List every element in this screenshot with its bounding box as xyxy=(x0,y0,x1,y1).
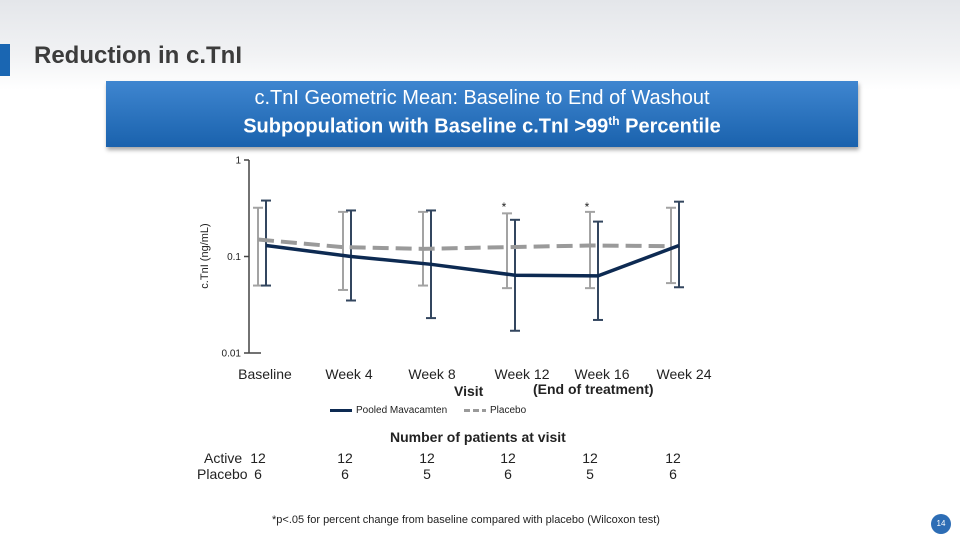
patients-active-label: Active xyxy=(204,450,243,466)
patients-active-count-3: 12 xyxy=(500,450,516,466)
x-category-label-2: Week 8 xyxy=(408,366,455,382)
patients-placebo-label: Placebo xyxy=(197,466,248,482)
patients-active-count-4: 12 xyxy=(582,450,598,466)
patients-placebo-count-1: 6 xyxy=(341,466,349,482)
patients-active-count-2: 12 xyxy=(419,450,435,466)
x-category-label-5: Week 24 xyxy=(657,366,712,382)
legend-label-mavacamten: Pooled Mavacamten xyxy=(356,405,448,416)
legend-item-mavacamten: Pooled Mavacamten xyxy=(330,405,447,416)
patients-active-count-1: 12 xyxy=(337,450,353,466)
x-category-label-0: Baseline xyxy=(238,366,292,382)
y-tick-label-0: 1 xyxy=(235,156,241,167)
legend-swatch-dashed xyxy=(464,409,486,412)
title-accent-bar xyxy=(0,44,10,76)
patients-active-count-0: 12 xyxy=(250,450,266,466)
patients-placebo-count-4: 5 xyxy=(586,466,594,482)
banner-subtitle-end: Percentile xyxy=(619,115,721,138)
patients-table-title: Number of patients at visit xyxy=(390,429,566,445)
legend-item-placebo: Placebo xyxy=(464,405,526,416)
y-tick-label-2: 0.01 xyxy=(222,349,242,360)
x-category-label-1: Week 4 xyxy=(325,366,372,382)
banner-title: c.TnI Geometric Mean: Baseline to End of… xyxy=(254,87,710,109)
page-number-badge: 14 xyxy=(931,514,951,534)
x-category-label-3: Week 12 xyxy=(495,366,550,382)
banner-subtitle: Subpopulation with Baseline c.TnI >99th … xyxy=(106,114,858,139)
chart-banner: c.TnI Geometric Mean: Baseline to End of… xyxy=(106,81,858,147)
header-band xyxy=(0,0,960,90)
x-category-label-4: Week 16 xyxy=(575,366,630,382)
series-line-placebo xyxy=(257,237,672,251)
legend-swatch-solid xyxy=(330,409,352,412)
banner-subtitle-main: Subpopulation with Baseline c.TnI >99 xyxy=(243,115,609,138)
end-of-treatment-annotation: (End of treatment) xyxy=(533,381,654,397)
significance-marker-1: * xyxy=(585,200,590,214)
series-line-mavacamten xyxy=(265,243,680,278)
significance-marker-0: * xyxy=(502,200,507,214)
slide-title: Reduction in c.TnI xyxy=(34,42,242,69)
footnote: *p<.05 for percent change from baseline … xyxy=(272,514,660,526)
patients-placebo-count-3: 6 xyxy=(504,466,512,482)
banner-subtitle-sup: th xyxy=(608,114,620,128)
patients-placebo-count-5: 6 xyxy=(669,466,677,482)
legend-label-placebo: Placebo xyxy=(490,405,527,416)
patients-active-count-5: 12 xyxy=(665,450,681,466)
patients-placebo-count-0: 6 xyxy=(254,466,262,482)
y-axis-label: c.TnI (ng/mL) xyxy=(199,223,211,288)
x-axis-label: Visit xyxy=(454,383,484,399)
y-tick-label-1: 0.1 xyxy=(227,252,241,263)
patients-placebo-count-2: 5 xyxy=(423,466,431,482)
